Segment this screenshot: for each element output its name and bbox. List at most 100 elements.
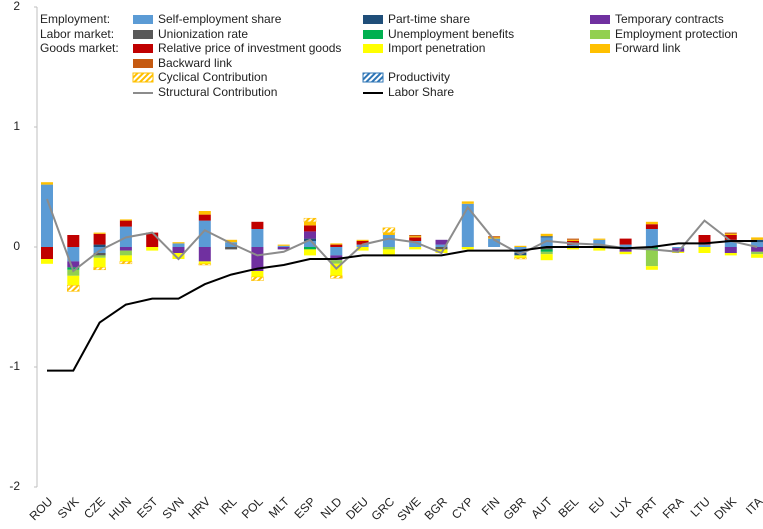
- bar-segment: [698, 244, 711, 247]
- x-tick-label: PRT: [634, 494, 661, 521]
- y-tick-label: -2: [9, 479, 20, 493]
- x-tick-label: LUX: [608, 494, 634, 520]
- bar-segment: [751, 251, 763, 255]
- bar-segment: [724, 235, 737, 240]
- legend-label: Backward link: [158, 56, 233, 70]
- bar-segment: [93, 253, 106, 256]
- bar-segment: [645, 229, 658, 247]
- bar-segment: [724, 241, 737, 247]
- bar-segment: [698, 235, 711, 245]
- bar-segment: [672, 247, 685, 249]
- bar-segment: [409, 236, 422, 238]
- bar-segment: [119, 255, 132, 262]
- bar-segment: [41, 247, 53, 259]
- bar-segment: [751, 237, 763, 240]
- bar-segment: [645, 224, 658, 229]
- legend-swatch: [132, 72, 154, 83]
- legend-label: Employment protection: [615, 27, 738, 41]
- bar-segment: [540, 247, 553, 250]
- bar-segment: [225, 239, 238, 243]
- bar-segment: [540, 236, 553, 238]
- x-tick-label: CYP: [449, 494, 476, 521]
- bar-segment: [172, 242, 185, 244]
- legend-label: Forward link: [615, 41, 681, 55]
- bar-segment: [593, 239, 606, 247]
- x-tick-label: EU: [586, 494, 608, 516]
- bar-segment: [540, 254, 553, 261]
- x-tick-label: EST: [134, 494, 161, 521]
- bar-segment: [277, 247, 290, 250]
- bar-segment: [330, 275, 343, 279]
- legend-swatch: [133, 44, 153, 53]
- x-tick-label: HUN: [106, 494, 134, 522]
- bar-segment: [488, 238, 501, 247]
- bar-segment: [514, 245, 527, 247]
- bar-segment: [619, 244, 632, 247]
- bar-segment: [93, 267, 106, 271]
- x-tick-label: ROU: [27, 494, 56, 523]
- bar-segment: [593, 238, 606, 240]
- bar-segment: [619, 238, 632, 245]
- legend-group: Employment:: [40, 12, 110, 26]
- bar-segment: [225, 242, 238, 247]
- x-tick-label: HRV: [185, 494, 213, 522]
- bar-segment: [41, 182, 53, 185]
- bar-segment: [382, 249, 395, 256]
- bar-segment: [567, 247, 579, 250]
- bar-segment: [330, 255, 343, 261]
- bar-segment: [67, 235, 80, 247]
- bar-segment: [514, 255, 527, 258]
- bar-segment: [198, 247, 211, 262]
- bar-segment: [645, 221, 658, 225]
- bar-segment: [330, 260, 343, 264]
- bar-segment: [304, 247, 316, 250]
- x-tick-label: IRL: [216, 494, 239, 517]
- x-tick-label: NLD: [318, 494, 345, 521]
- bar-segment: [645, 266, 658, 270]
- legend-label: Unionization rate: [158, 27, 248, 41]
- bar-segment: [645, 247, 658, 250]
- x-tick-label: DEU: [343, 494, 371, 522]
- legend-swatch: [590, 30, 610, 39]
- bar-segment: [198, 220, 211, 247]
- bar-segment: [67, 247, 80, 262]
- bar-segment: [540, 251, 553, 255]
- legend-label: Part-time share: [388, 12, 470, 26]
- legend-label: Temporary contracts: [615, 12, 724, 26]
- legend-label: Import penetration: [388, 41, 485, 55]
- x-tick-label: POL: [239, 494, 266, 521]
- bar-segment: [619, 247, 632, 252]
- legend-label: Self-employment share: [158, 12, 282, 26]
- bar-segment: [567, 244, 579, 247]
- bar-segment: [435, 247, 448, 250]
- bar-segment: [751, 247, 763, 252]
- x-tick-label: SWE: [394, 494, 423, 523]
- bar-segment: [724, 253, 737, 256]
- legend-swatch: [590, 15, 610, 24]
- line-series: [47, 240, 758, 372]
- bar-segment: [382, 235, 395, 247]
- x-tick-label: ITA: [743, 494, 763, 516]
- line-series: [46, 198, 758, 273]
- legend-swatch: [363, 30, 383, 39]
- x-tick-label: GRC: [369, 494, 398, 523]
- bar-segment: [567, 239, 579, 241]
- bar-segment: [172, 253, 185, 259]
- bar-segment: [304, 249, 316, 256]
- bar-segment: [146, 232, 159, 247]
- x-tick-label: AUT: [528, 494, 555, 521]
- legend-group: Labor market:: [40, 27, 114, 41]
- legend-swatch: [133, 30, 153, 39]
- y-tick-label: 2: [13, 0, 20, 13]
- bar-segment: [619, 251, 632, 255]
- bar-segment: [409, 237, 422, 241]
- y-tick-label: 1: [13, 119, 20, 133]
- bar-segment: [93, 233, 106, 245]
- legend-swatch: [362, 72, 384, 83]
- bar-segment: [461, 203, 474, 247]
- x-tick-label: GBR: [500, 494, 529, 523]
- x-tick-label: SVK: [55, 494, 82, 521]
- bar-segment: [751, 254, 763, 258]
- bar-segment: [67, 261, 80, 268]
- x-tick-label: FRA: [660, 494, 687, 521]
